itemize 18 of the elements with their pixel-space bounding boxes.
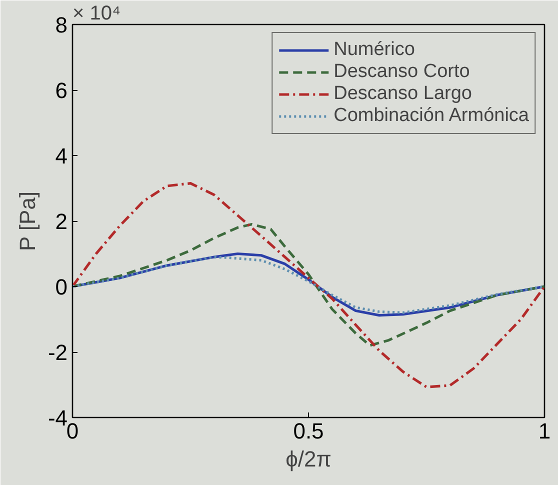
legend-label: Combinación Armónica [334, 105, 529, 127]
legend-label: Numérico [334, 39, 415, 61]
x-axis-title: ϕ/2π [286, 446, 332, 472]
legend-label: Descanso Largo [334, 83, 472, 105]
x-tick-label: 1 [538, 418, 551, 444]
y-axis-title: P [Pa] [14, 191, 40, 251]
y-tick-label: 2 [55, 209, 68, 234]
y-tick-label: 6 [55, 78, 68, 103]
text: × 10⁴ [72, 2, 121, 24]
x-tick-label: 0.5 [293, 418, 324, 444]
y-tick-label: 8 [55, 12, 68, 38]
y-tick-label: -2 [48, 340, 68, 365]
legend-label: Descanso Corto [334, 61, 470, 83]
y-tick-label: 0 [55, 274, 68, 300]
y-tick-label: 4 [55, 144, 68, 168]
line-series [72, 222, 544, 347]
y-tick-label: -4 [48, 406, 68, 430]
line-series [72, 182, 544, 388]
